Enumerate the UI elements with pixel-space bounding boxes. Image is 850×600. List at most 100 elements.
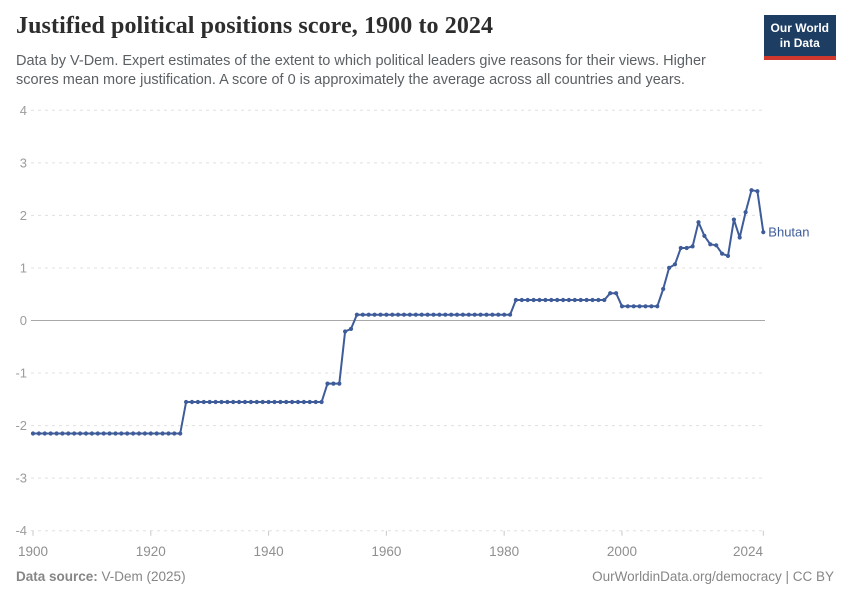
data-point [142,431,147,436]
data-point [631,304,636,309]
data-point [348,326,354,331]
data-point [295,399,301,405]
data-point [614,291,619,296]
data-point [537,297,542,303]
data-point [478,312,483,317]
data-point [543,297,548,303]
data-point [655,304,660,309]
data-point [419,312,424,317]
data-point [178,431,183,436]
y-axis-tick-label: 2 [20,208,27,223]
y-axis-tick-label: 0 [20,313,27,328]
data-point [148,431,153,436]
data-point [661,286,666,292]
data-point [584,297,589,303]
data-point [78,431,83,436]
data-point [731,217,737,222]
entity-label: Bhutan [768,225,809,240]
data-point [702,233,707,238]
data-source: Data source: V-Dem (2025) [16,569,186,584]
x-axis-tick-label: 1960 [371,544,401,559]
y-axis-tick-label: 3 [20,155,27,170]
data-point [136,431,142,436]
owid-logo-line1: Our World [770,21,829,35]
data-point [207,399,212,405]
data-point [66,431,71,436]
data-point [490,312,495,317]
data-point [502,312,507,317]
data-point [578,297,583,303]
data-point [254,399,259,405]
data-point [525,297,530,303]
data-point [749,188,754,193]
data-point [307,399,312,405]
data-point [390,312,395,317]
data-point [325,381,330,386]
y-axis-tick-label: -2 [15,418,27,433]
data-point [454,312,460,317]
data-point [125,431,130,436]
data-point [89,431,94,436]
x-axis-tick-label: 2000 [607,544,637,559]
data-point [278,399,283,405]
data-point [48,431,53,436]
data-point [761,230,766,235]
data-point [30,431,36,436]
data-point [166,431,171,436]
x-axis-tick-label: 1980 [489,544,519,559]
data-source-value: V-Dem (2025) [97,569,186,584]
data-point [272,399,277,405]
data-point [596,297,601,303]
data-point [466,312,471,317]
data-point [413,312,418,317]
data-point [625,304,630,309]
data-point [513,297,519,303]
data-point [684,245,689,251]
data-point [360,312,365,317]
data-point [160,431,165,436]
data-point [201,399,206,405]
data-point [619,304,625,309]
data-line [32,189,765,435]
data-point [231,399,236,405]
data-point [508,312,513,317]
data-point [189,399,195,405]
data-point [437,312,442,317]
data-point [60,431,65,436]
data-point [696,220,701,225]
data-point [248,399,253,405]
x-axis-tick-label: 2024 [733,544,764,559]
y-axis-tick-label: -4 [15,523,27,538]
data-point [484,312,489,317]
data-point [496,312,501,317]
data-point [572,297,577,303]
chart-subtitle: Data by V-Dem. Expert estimates of the e… [16,52,776,91]
data-point [755,189,760,194]
data-point [384,312,389,317]
data-point [301,399,306,405]
chart-subtitle-line1: Data by V-Dem. Expert estimates of the e… [16,53,706,69]
data-point [602,297,607,303]
data-point [472,312,477,317]
data-point [449,312,454,317]
data-point [290,399,295,405]
data-point [83,431,89,436]
data-point [237,399,242,405]
data-point [184,399,189,405]
data-point [407,312,412,317]
chart-subtitle-line2: scores mean more justification. A score … [16,72,685,89]
data-point [366,312,371,317]
chart-title: Justified political positions score, 190… [16,13,494,39]
data-point [378,312,383,317]
data-point [566,297,572,303]
owid-logo-line2: in Data [779,36,820,51]
x-axis-tick-label: 1940 [254,544,284,559]
footer-attribution: OurWorldinData.org/democracy | CC BY [592,569,834,584]
data-point [708,242,713,247]
data-point [690,244,695,249]
data-point [36,431,42,436]
data-point [590,297,595,303]
data-point [101,431,106,436]
data-source-label: Data source: [16,569,98,584]
